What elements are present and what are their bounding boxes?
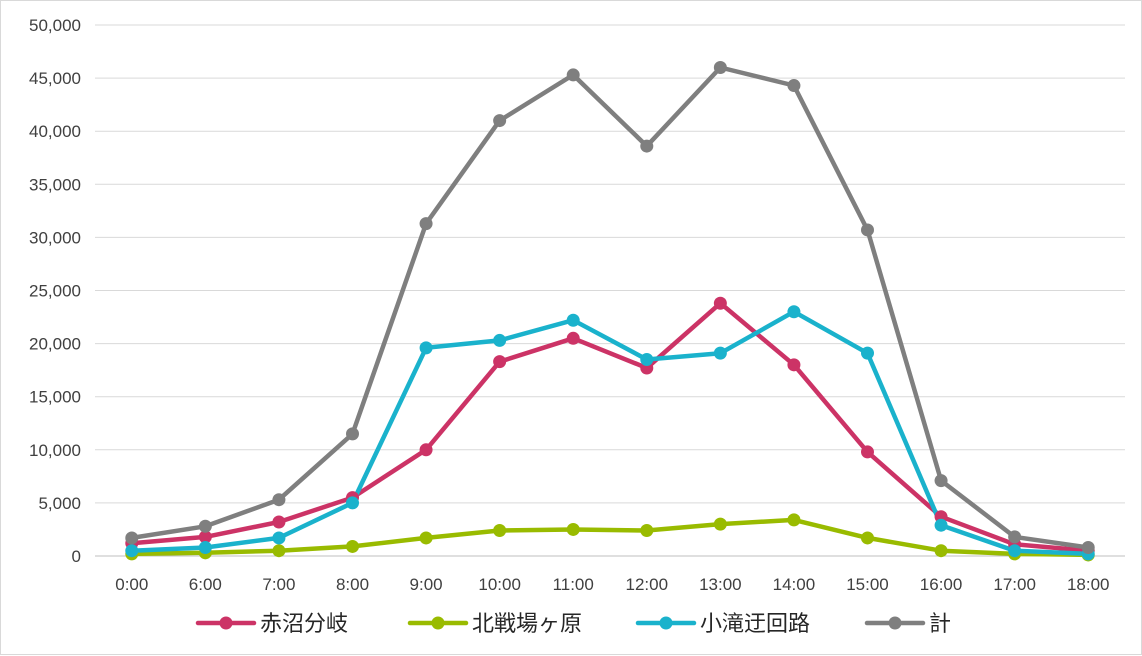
x-tick-label: 13:00 (699, 575, 742, 594)
data-point (346, 496, 359, 510)
data-point (713, 346, 727, 360)
data-point (272, 531, 286, 545)
x-tick-label: 7:00 (262, 575, 295, 594)
data-point (493, 114, 507, 128)
data-point (419, 531, 433, 545)
data-point (346, 539, 359, 553)
y-tick-label: 10,000 (29, 441, 81, 460)
series-line-1 (129, 300, 1091, 553)
series-line-4 (129, 65, 1091, 550)
data-point (1008, 544, 1022, 558)
data-point (861, 346, 874, 360)
data-point (198, 519, 212, 533)
y-tick-label: 5,000 (38, 494, 81, 513)
data-point (272, 544, 286, 558)
legend-swatch-marker (888, 616, 902, 630)
data-point (346, 427, 359, 441)
x-tick-label: 14:00 (773, 575, 816, 594)
x-tick-label: 10:00 (478, 575, 521, 594)
y-tick-label: 0 (72, 547, 81, 566)
data-point (934, 518, 948, 532)
data-point (861, 531, 874, 545)
y-tick-label: 15,000 (29, 388, 81, 407)
data-point (713, 296, 727, 310)
legend-label: 小滝迂回路 (700, 612, 810, 637)
series-line-3 (129, 309, 1091, 557)
y-tick-label: 35,000 (29, 175, 81, 194)
x-tick-label: 15:00 (846, 575, 889, 594)
data-point (1081, 541, 1095, 555)
data-point (493, 355, 507, 369)
data-point (787, 79, 801, 93)
data-point (419, 341, 433, 355)
data-point (198, 541, 212, 555)
data-point (1008, 530, 1022, 544)
y-tick-label: 40,000 (29, 122, 81, 141)
y-tick-label: 20,000 (29, 335, 81, 354)
data-point (787, 305, 801, 319)
data-point (713, 60, 727, 74)
x-tick-label: 9:00 (410, 575, 443, 594)
data-point (787, 513, 801, 527)
data-point (934, 474, 948, 488)
legend-swatch-marker (431, 616, 445, 630)
x-tick-label: 6:00 (189, 575, 222, 594)
data-point (640, 524, 654, 538)
data-point (419, 217, 433, 231)
x-tick-label: 11:00 (553, 575, 594, 594)
y-tick-label: 45,000 (29, 69, 81, 88)
data-point (419, 443, 433, 457)
legend-label: 北戦場ヶ原 (472, 612, 582, 637)
data-point (493, 333, 507, 347)
legend-label: 赤沼分岐 (260, 612, 348, 637)
legend-label: 計 (929, 612, 951, 637)
x-tick-label: 12:00 (626, 575, 669, 594)
y-tick-label: 50,000 (29, 16, 81, 35)
x-tick-label: 17:00 (993, 575, 1036, 594)
x-tick-label: 8:00 (336, 575, 369, 594)
data-point (713, 517, 727, 531)
data-point (787, 358, 801, 372)
data-point (125, 531, 139, 545)
y-tick-label: 25,000 (29, 282, 81, 301)
y-tick-label: 30,000 (29, 228, 81, 247)
data-point (566, 331, 580, 345)
x-tick-label: 0:00 (115, 575, 148, 594)
legend-swatch-marker (219, 616, 233, 630)
data-point (640, 139, 654, 153)
data-point (198, 530, 212, 544)
series-line-2 (129, 517, 1091, 558)
data-point (272, 493, 286, 507)
data-point (125, 544, 139, 558)
x-tick-label: 18:00 (1067, 575, 1110, 594)
data-point (934, 544, 948, 558)
data-point (566, 68, 580, 82)
data-point (272, 515, 286, 529)
data-point (861, 223, 874, 237)
x-tick-label: 16:00 (920, 575, 963, 594)
legend-swatch-marker (659, 616, 673, 630)
data-point (493, 524, 507, 538)
data-point (640, 353, 654, 367)
data-point (566, 313, 580, 327)
data-point (566, 522, 580, 536)
data-point (861, 445, 874, 459)
